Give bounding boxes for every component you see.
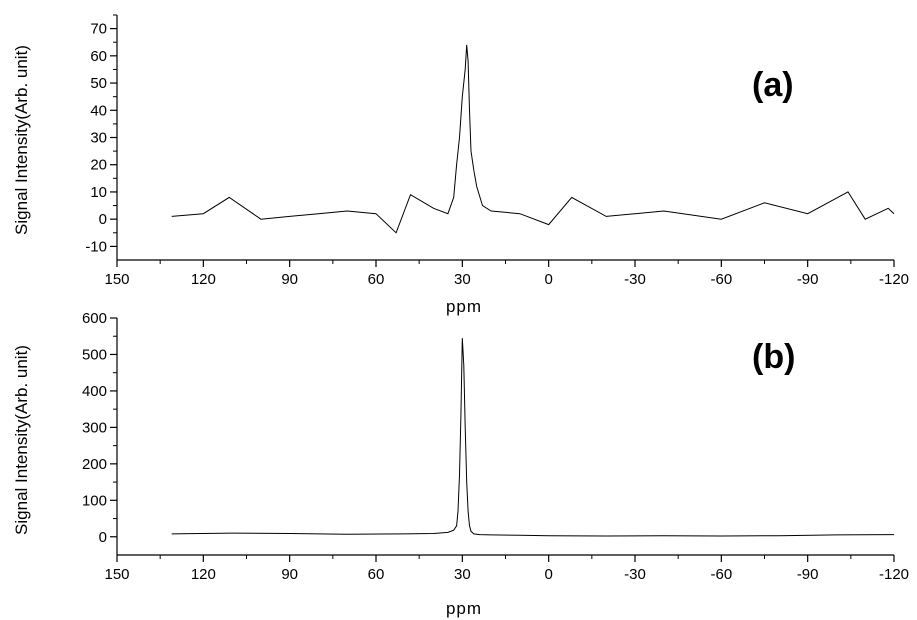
panel-b-y-axis: 0 100 200 300 400 500 600 [82, 310, 117, 546]
panel-a-y-tick-label: 20 [90, 157, 107, 174]
panel-b-y-tick-label: 300 [82, 419, 107, 436]
panel-a-y-tick-label: 10 [90, 184, 107, 201]
panel-a-spectrum-line [171, 44, 895, 234]
panel-a-x-tick-label: 30 [454, 271, 471, 288]
panel-a-y-tick-label: 50 [90, 75, 107, 92]
panel-b-label: (b) [752, 338, 795, 376]
panel-a-y-tick-label: 30 [90, 130, 107, 147]
panel-b-y-tick-label: 0 [99, 529, 107, 546]
panel-b-x-tick-label: -30 [624, 566, 646, 583]
panel-a-x-tick-label: 120 [191, 271, 216, 288]
panel-a-y-tick-label: 0 [99, 211, 107, 228]
panel-a-label: (a) [752, 66, 794, 104]
panel-b-y-tick-label: 200 [82, 456, 107, 473]
panel-b-x-tick-label: 30 [454, 566, 471, 583]
panel-a-y-tick-label: 70 [90, 21, 107, 38]
panel-b-x-tick-label: -120 [879, 566, 909, 583]
panel-b-x-tick-label: -60 [710, 566, 732, 583]
panel-b-y-tick-label: 500 [82, 346, 107, 363]
panel-b-x-tick-label: 90 [281, 566, 298, 583]
panel-a-x-tick-label: 90 [281, 271, 298, 288]
panel-b-x-tick-label: 120 [191, 566, 216, 583]
panel-a-x-tick-label: -60 [710, 271, 732, 288]
panel-b-y-tick-label: 100 [82, 492, 107, 509]
panel-a-y-axis-title: Signal Intensity(Arb. unit) [12, 45, 31, 235]
panel-a-x-tick-label: -90 [797, 271, 819, 288]
panel-b-y-axis-title: Signal Intensity(Arb. unit) [12, 345, 31, 535]
panel-b-x-tick-label: 150 [104, 566, 129, 583]
panel-b-x-axis-title: ppm [446, 599, 482, 618]
panel-a-x-tick-label: 150 [104, 271, 129, 288]
panel-a-y-tick-label: 60 [90, 48, 107, 65]
panel-b-x-tick-label: 60 [368, 566, 385, 583]
panel-b-x-tick-label: -90 [797, 566, 819, 583]
panel-a-y-tick-label: 40 [90, 102, 107, 119]
panel-b-y-tick-label: 400 [82, 383, 107, 400]
panel-a-x-tick-label: 0 [544, 271, 552, 288]
panel-a: -10 0 10 20 30 40 50 60 70 150 120 90 60 30 0 -30 -60 -9… [12, 14, 909, 316]
panel-b-x-axis: 150 120 90 60 30 0 -30 -60 -90 -120 [104, 555, 909, 583]
panel-b-spectrum-line [171, 338, 895, 537]
panel-a-x-tick-label: -120 [879, 271, 909, 288]
panel-a-x-tick-label: 60 [368, 271, 385, 288]
panel-b-x-tick-label: 0 [544, 566, 552, 583]
panel-a-x-tick-label: -30 [624, 271, 646, 288]
panel-a-y-tick-label: -10 [85, 238, 107, 255]
panel-b-y-tick-label: 600 [82, 310, 107, 327]
panel-a-y-axis: -10 0 10 20 30 40 50 60 70 [85, 14, 117, 255]
panel-a-x-axis: 150 120 90 60 30 0 -30 -60 -90 -120 [104, 260, 909, 288]
panel-a-x-axis-title: ppm [446, 297, 482, 316]
